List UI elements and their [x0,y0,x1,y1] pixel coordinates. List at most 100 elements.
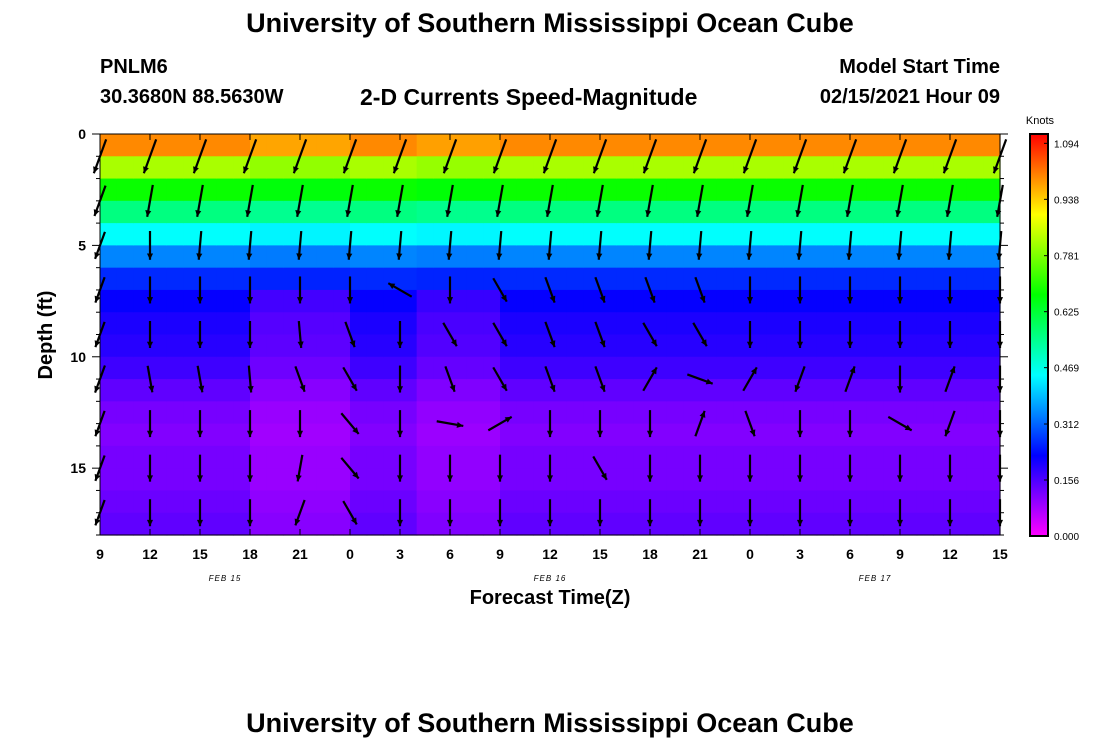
heatmap-cell [166,334,184,358]
current-vector [746,321,754,348]
heatmap-cell [333,245,351,269]
heatmap-cell [516,223,534,246]
current-vector [542,138,558,174]
current-vector [192,138,208,174]
heatmap-cell [733,134,751,157]
heatmap-cell [400,490,418,514]
heatmap-cell [116,334,134,358]
heatmap-cell [333,512,351,536]
heatmap-cell [933,379,951,402]
heatmap-cell [366,512,384,536]
heatmap-cell [600,490,618,514]
current-vector-head [296,253,303,260]
heatmap-cell [550,379,568,402]
heatmap-cell [616,200,634,224]
heatmap-cell [450,178,468,202]
heatmap-cell [400,379,418,402]
current-vector-head [500,339,507,347]
current-vector [794,365,806,393]
heatmap-cell [616,312,634,336]
heatmap-cell [766,445,784,469]
heatmap-cell [516,200,534,224]
heatmap-cell [466,156,484,180]
x-tick-label: 18 [642,546,658,562]
heatmap-cell [566,267,584,291]
heatmap-cell [416,200,434,224]
current-vector-head [145,210,152,217]
heatmap-cell [483,334,501,358]
heatmap-cell [200,178,218,202]
heatmap-cell [766,379,784,402]
heatmap-cell [866,468,884,492]
current-vector [446,454,454,482]
heatmap-cell [416,445,434,469]
heatmap-cell [150,178,168,202]
heatmap-cell [966,512,984,536]
heatmap-cell [933,178,951,202]
heatmap-cell [716,245,734,269]
heatmap-cell [966,468,984,492]
heatmap-cell [533,379,551,402]
heatmap-cell [783,468,801,492]
heatmap-cell [783,289,801,313]
heatmap-cell [683,445,701,469]
current-vector-head [796,519,804,527]
heatmap-cell [416,490,434,514]
heatmap-cell [516,334,534,358]
heatmap-cell [583,312,601,336]
heatmap-cell [850,267,868,291]
heatmap-cell [350,178,368,202]
heatmap-cell [800,512,818,536]
model-start-label: Model Start Time [839,56,1000,78]
current-vector [196,230,203,260]
heatmap-cell [933,200,951,224]
heatmap-cell [283,379,301,402]
heatmap-cell [266,445,284,469]
heatmap-cell [416,245,434,269]
heatmap-cell [316,401,334,425]
heatmap-cell [516,490,534,514]
heatmap-cell [300,156,318,180]
heatmap-cell [116,445,134,469]
heatmap-cell [633,468,651,492]
heatmap-cell [216,134,234,157]
heatmap-cell [850,490,868,514]
heatmap-cell [716,490,734,514]
heatmap-cell [916,156,934,180]
heatmap-cell [883,334,901,358]
heatmap-cell [333,289,351,313]
heatmap-cell [233,134,251,157]
heatmap-cell [950,156,968,180]
heatmap-cell [550,334,568,358]
heatmap-cell [800,401,818,425]
current-vector [887,415,913,432]
heatmap-cell [800,245,818,269]
heatmap-cell [533,490,551,514]
current-vector [340,412,360,435]
heatmap-cell [550,423,568,447]
current-vector-head [595,210,602,217]
current-vector [396,321,404,348]
current-vector [245,184,254,217]
heatmap-cell [683,200,701,224]
heatmap-cell [616,223,634,246]
heatmap-cell [216,379,234,402]
current-vector [546,230,553,260]
heatmap-cell [316,356,334,380]
heatmap-cell [450,200,468,224]
heatmap-cell [583,134,601,157]
heatmap-cell [583,512,601,536]
heatmap-cell [600,245,618,269]
colorbar-tick-label: 0.156 [1054,476,1079,487]
heatmap-cell [750,245,768,269]
heatmap-cell [183,512,201,536]
heatmap-cell [383,490,401,514]
current-vector [895,184,904,217]
current-vector-head [696,519,704,527]
heatmap-cell [516,379,534,402]
heatmap-cell [350,267,368,291]
heatmap-cell [350,445,368,469]
heatmap-cell [733,312,751,336]
heatmap-cell [250,490,268,514]
heatmap-cell [200,423,218,447]
